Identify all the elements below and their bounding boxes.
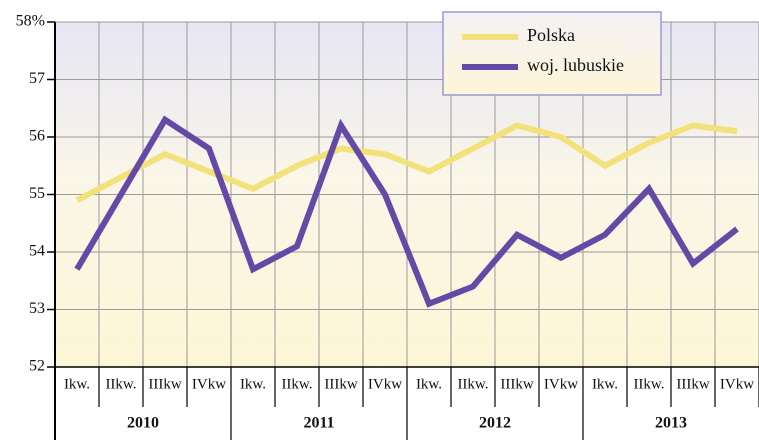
x-tick-label: IVkw	[544, 376, 578, 392]
y-tick-label: 55	[29, 185, 45, 202]
legend-label: Polska	[527, 25, 575, 45]
y-tick-label: 52	[29, 358, 45, 375]
x-tick-label: IIIkw	[676, 376, 709, 392]
x-tick-label: IIkw.	[457, 376, 488, 392]
x-tick-label: IIIkw	[148, 376, 181, 392]
x-tick-label: IVkw	[192, 376, 226, 392]
legend: Polska woj. lubuskie	[442, 11, 662, 96]
x-tick-label: IVkw	[720, 376, 754, 392]
group-label: 2012	[479, 415, 511, 432]
x-tick-label: Ikw.	[592, 376, 618, 392]
series-line	[75, 122, 738, 203]
x-tick-label: IVkw	[368, 376, 402, 392]
y-tick-label: 56	[29, 128, 45, 145]
legend-box	[442, 11, 662, 96]
x-tick-label: Ikw.	[416, 376, 442, 392]
group-label: 2013	[655, 415, 687, 432]
x-tick-label: Ikw.	[64, 376, 90, 392]
group-label: 2010	[127, 415, 159, 432]
x-tick-label: IIIkw	[324, 376, 357, 392]
x-tick-label: IIkw.	[105, 376, 136, 392]
group-label: 2011	[303, 415, 334, 432]
x-tick-label: IIIkw	[500, 376, 533, 392]
legend-label: woj. lubuskie	[527, 55, 624, 75]
y-tick-label: 58%	[16, 13, 45, 30]
x-tick-label: IIkw.	[281, 376, 312, 392]
y-tick-label: 54	[29, 243, 45, 260]
y-tick-label: 57	[29, 70, 45, 87]
x-tick-label: Ikw.	[240, 376, 266, 392]
series-line	[74, 115, 739, 308]
y-tick-label: 53	[29, 300, 45, 317]
x-tick-label: IIkw.	[633, 376, 664, 392]
